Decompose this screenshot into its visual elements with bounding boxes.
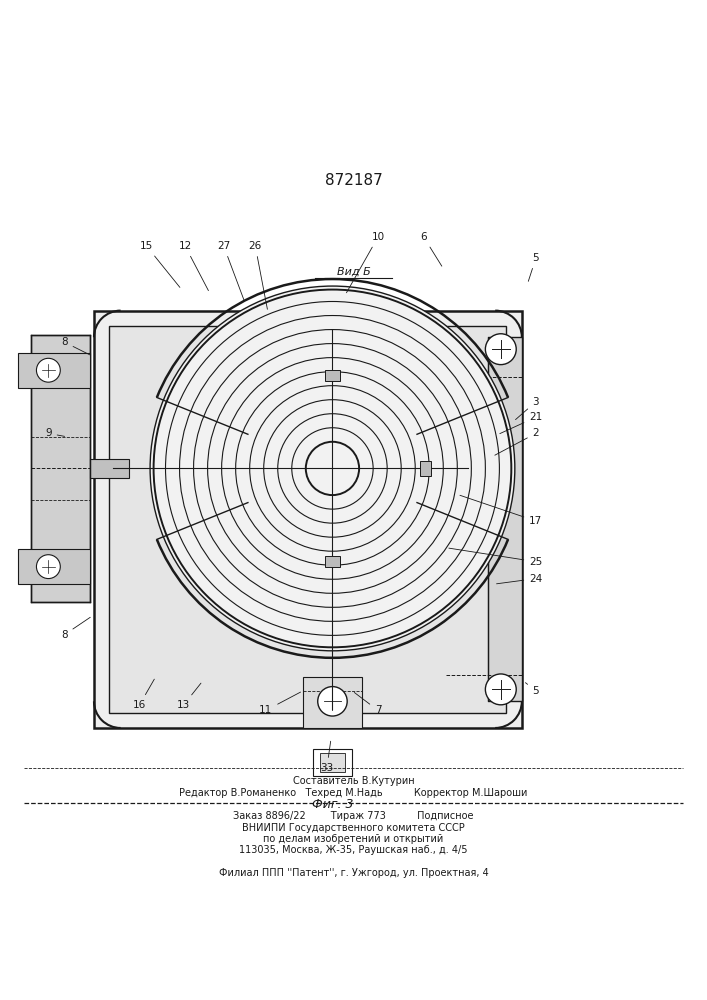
Text: 11: 11 — [259, 692, 300, 715]
Bar — [325, 556, 340, 567]
Text: 5: 5 — [528, 253, 539, 281]
Text: 17: 17 — [460, 495, 542, 526]
Text: ВНИИПИ Государственного комитета СССР: ВНИИПИ Государственного комитета СССР — [242, 823, 465, 833]
Text: 21: 21 — [500, 412, 542, 434]
Text: Составитель В.Кутурин: Составитель В.Кутурин — [293, 776, 414, 786]
Text: Филиал ППП ''Патент'', г. Ужгород, ул. Проектная, 4: Филиал ППП ''Патент'', г. Ужгород, ул. П… — [218, 868, 489, 878]
Circle shape — [37, 358, 60, 382]
Text: 16: 16 — [133, 679, 154, 710]
Bar — [18, 353, 90, 388]
Bar — [90, 459, 129, 478]
Bar — [94, 311, 522, 728]
Circle shape — [150, 286, 515, 651]
Text: Заказ 8896/22        Тираж 773          Подписное: Заказ 8896/22 Тираж 773 Подписное — [233, 811, 474, 821]
Text: 10: 10 — [346, 232, 385, 293]
Text: 25: 25 — [449, 548, 542, 567]
Bar — [303, 677, 362, 728]
Text: 12: 12 — [179, 241, 209, 291]
Bar — [420, 461, 431, 476]
Text: 872187: 872187 — [325, 173, 382, 188]
Text: 13: 13 — [177, 683, 201, 710]
Bar — [18, 549, 90, 584]
Text: 24: 24 — [496, 574, 542, 584]
Text: 6: 6 — [421, 232, 442, 266]
Text: по делам изобретений и открытий: по делам изобретений и открытий — [264, 834, 443, 844]
Text: Фиг. 3: Фиг. 3 — [312, 798, 354, 811]
Circle shape — [486, 674, 516, 705]
Text: 8: 8 — [62, 617, 90, 640]
Text: 15: 15 — [140, 241, 180, 287]
Bar — [303, 311, 362, 361]
Text: Редактор В.Романенко   Техред М.Надь          Корректор М.Шароши: Редактор В.Романенко Техред М.Надь Корре… — [180, 788, 527, 798]
Text: 8: 8 — [62, 337, 90, 355]
Bar — [488, 337, 522, 701]
Text: 26: 26 — [249, 241, 267, 309]
Text: 33: 33 — [320, 741, 334, 773]
Text: 5: 5 — [525, 683, 539, 696]
Circle shape — [317, 323, 347, 352]
Circle shape — [317, 687, 347, 716]
Text: 27: 27 — [217, 241, 244, 300]
Text: Вид Б: Вид Б — [337, 267, 370, 277]
Bar — [312, 749, 352, 776]
Circle shape — [37, 555, 60, 579]
Bar — [110, 326, 506, 713]
Text: 2: 2 — [495, 428, 539, 455]
Text: 7: 7 — [354, 692, 381, 715]
Bar — [325, 370, 340, 381]
Bar — [31, 335, 90, 602]
Bar — [320, 753, 345, 772]
Text: 113035, Москва, Ж-35, Раушская наб., д. 4/5: 113035, Москва, Ж-35, Раушская наб., д. … — [239, 845, 468, 855]
Text: 3: 3 — [515, 397, 539, 420]
Text: 9: 9 — [45, 428, 64, 438]
Circle shape — [486, 334, 516, 365]
